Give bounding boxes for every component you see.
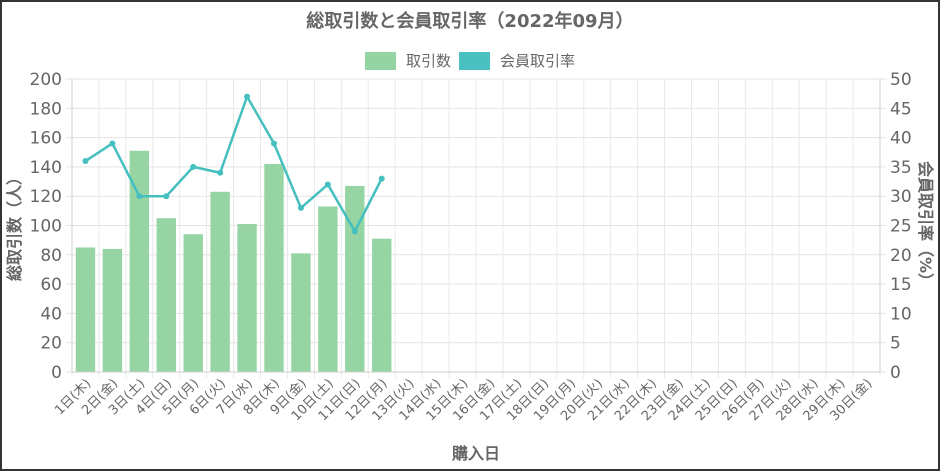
data-point[interactable] (271, 140, 277, 147)
y-tick-right: 15 (890, 275, 912, 295)
bar[interactable] (264, 163, 284, 372)
y-tick-left: 120 (30, 187, 62, 207)
legend-swatch-line (459, 51, 490, 70)
data-point[interactable] (82, 158, 89, 165)
data-point[interactable] (324, 181, 331, 188)
legend-item-transactions[interactable]: 取引数 (364, 50, 451, 71)
line-series (82, 93, 385, 235)
x-axis-label: 購入日 (451, 444, 500, 463)
data-point[interactable] (217, 169, 224, 176)
bar[interactable] (318, 206, 338, 372)
bar[interactable] (75, 247, 96, 372)
y-tick-right: 45 (890, 99, 912, 119)
data-point[interactable] (378, 175, 385, 182)
data-point[interactable] (297, 204, 304, 211)
data-point[interactable] (163, 193, 170, 200)
legend-label: 会員取引率 (500, 52, 576, 70)
y-tick-left: 160 (30, 129, 62, 149)
y-tick-left: 40 (40, 304, 62, 324)
bar[interactable] (345, 185, 365, 372)
y-tick-right: 0 (890, 363, 901, 383)
data-point[interactable] (136, 193, 143, 200)
legend-label: 取引数 (405, 52, 451, 70)
bar[interactable] (183, 234, 203, 372)
y-tick-right: 35 (890, 158, 912, 178)
y-tick-right: 20 (890, 246, 912, 266)
legend: 取引数 会員取引率 (0, 50, 940, 71)
bar[interactable] (372, 238, 392, 372)
bar[interactable] (156, 218, 176, 372)
y-tick-right: 30 (890, 187, 912, 207)
y-tick-left: 140 (30, 158, 62, 178)
y-tick-left: 100 (30, 217, 62, 237)
chart-title: 総取引数と会員取引率（2022年09月） (306, 11, 634, 32)
data-point[interactable] (190, 163, 197, 170)
y-tick-right: 5 (890, 334, 901, 354)
bar[interactable] (129, 150, 150, 372)
data-point[interactable] (351, 228, 358, 235)
bar[interactable] (237, 224, 257, 372)
data-point[interactable] (244, 93, 251, 100)
bar[interactable] (291, 253, 311, 372)
rate-line (84, 93, 383, 234)
bar-series (75, 150, 392, 372)
y-tick-left: 200 (30, 70, 62, 90)
bar[interactable] (102, 248, 123, 372)
y-tick-right: 25 (890, 217, 912, 237)
legend-item-member-rate[interactable]: 会員取引率 (459, 50, 575, 71)
data-point[interactable] (109, 140, 116, 147)
legend-swatch-bar (364, 51, 396, 70)
y-tick-right: 10 (890, 304, 912, 324)
y-axis-left-label: 総取引数（人） (5, 169, 24, 281)
bar[interactable] (210, 191, 230, 372)
y-tick-left: 80 (40, 246, 62, 266)
y-tick-left: 180 (30, 99, 62, 119)
y-tick-left: 20 (40, 334, 62, 354)
y-axis-right-label: 会員取引率（%） (916, 161, 935, 289)
y-tick-left: 0 (51, 363, 62, 383)
y-tick-right: 40 (890, 129, 912, 149)
y-tick-left: 60 (40, 275, 62, 295)
y-tick-right: 50 (890, 70, 912, 90)
